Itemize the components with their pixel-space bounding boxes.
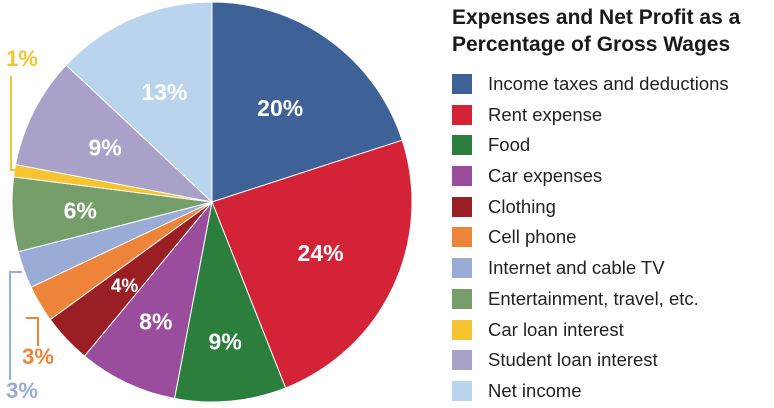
legend-swatch: [452, 196, 472, 217]
legend-label: Rent expense: [488, 103, 603, 125]
slice-value-label: 9%: [88, 135, 121, 161]
legend-swatch: [452, 227, 472, 248]
pie-slice-net-income: [65, 1, 213, 204]
pie-slice-rent-expense: [211, 139, 413, 389]
pie-slice-food: [173, 200, 287, 403]
legend-label: Income taxes and deductions: [488, 73, 729, 94]
slice-value-label: 3%: [6, 378, 38, 403]
slice-value-label: 8%: [139, 308, 172, 334]
legend-label: Internet and cable TV: [488, 257, 665, 279]
legend-label: Car expenses: [488, 165, 603, 187]
legend-swatch: [452, 135, 472, 156]
pie-slice-student-loan-interest: [14, 64, 214, 203]
slice-value-label: 4%: [111, 276, 139, 297]
legend-label: Net income: [488, 379, 582, 401]
pie-slice-income-taxes-and-deductions: [211, 1, 403, 203]
slice-value-label: 6%: [64, 197, 97, 223]
legend-label: Clothing: [488, 195, 556, 217]
legend-label: Car loan interest: [488, 318, 624, 340]
legend-swatch: [452, 258, 472, 279]
legend-swatch: [452, 319, 472, 340]
chart-title: Expenses and Net Profit as a Percentage …: [452, 6, 741, 56]
slice-value-label: 3%: [22, 344, 54, 369]
legend-swatch: [452, 166, 472, 187]
leader-line: [9, 271, 22, 380]
legend-label: Entertainment, travel, etc.: [488, 287, 699, 309]
pie-slice-car-expenses: [83, 201, 213, 400]
slice-value-label: 20%: [257, 95, 303, 121]
legend-label: Food: [488, 134, 531, 156]
legend-label: Student loan interest: [488, 349, 658, 371]
legend-swatch: [452, 350, 472, 371]
legend-swatch: [452, 380, 472, 401]
slice-value-label: 13%: [141, 79, 187, 105]
legend-swatch: [452, 104, 472, 125]
slice-value-label: 1%: [6, 46, 38, 71]
slice-value-label: 9%: [209, 328, 242, 354]
leader-line: [26, 317, 39, 346]
legend-label: Cell phone: [488, 226, 577, 248]
legend-swatch: [452, 288, 472, 309]
legend-swatch: [452, 74, 472, 94]
leader-line: [10, 76, 18, 171]
slice-value-label: 24%: [298, 240, 344, 266]
